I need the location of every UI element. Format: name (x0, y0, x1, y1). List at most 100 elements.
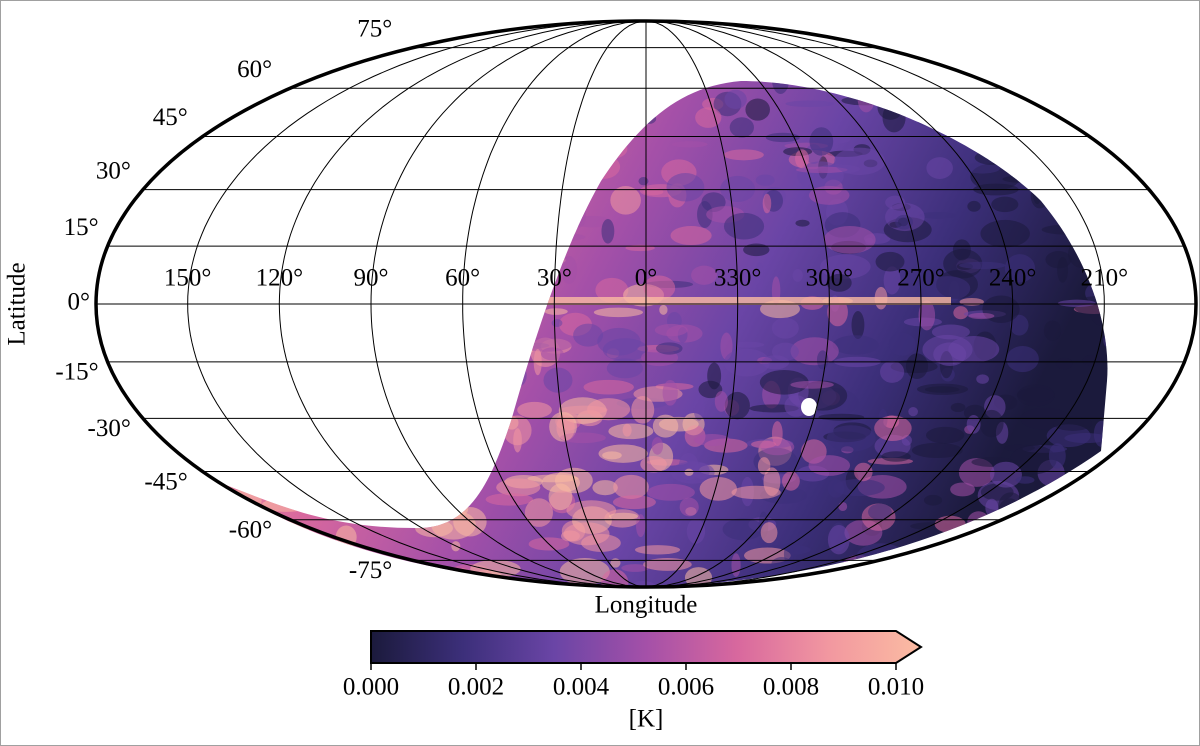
sky-patch (277, 173, 302, 180)
sky-patch (991, 196, 1019, 213)
sky-patch (1006, 345, 1039, 373)
sky-patch (1068, 560, 1080, 574)
sky-patch (592, 480, 618, 496)
sky-patch (186, 559, 225, 587)
sky-patch (880, 360, 905, 383)
sky-patch (232, 456, 272, 465)
sky-patch (972, 531, 1005, 544)
sky-patch (656, 58, 669, 73)
sky-patch (1058, 158, 1108, 186)
sky-patch (349, 360, 398, 387)
sky-patch (312, 569, 343, 587)
sky-patch (226, 451, 245, 479)
grid-line (370, 20, 647, 588)
x-tick-label: 120° (256, 265, 304, 292)
sky-patch (765, 132, 800, 143)
sky-patch (294, 95, 310, 124)
sky-patch (435, 141, 476, 162)
sky-patch (299, 302, 324, 330)
sky-patch (953, 306, 969, 320)
sky-patch (678, 452, 699, 481)
sky-patch (1103, 329, 1108, 353)
sky-patch (321, 453, 371, 478)
sky-patch (722, 518, 764, 541)
sky-patch (924, 386, 960, 393)
sky-patch (1036, 70, 1066, 77)
sky-patch (628, 102, 648, 112)
sky-patch (982, 98, 1009, 128)
sky-patch (226, 371, 254, 399)
sky-patch (281, 171, 302, 200)
sky-patch (986, 124, 1033, 148)
sky-patch (226, 362, 238, 392)
sky-patch (226, 310, 242, 336)
sky-patch (745, 98, 770, 121)
grid-line (645, 20, 922, 588)
sky-patch (1058, 84, 1074, 100)
sky-patch (646, 483, 695, 501)
sky-patch (695, 107, 722, 128)
sky-patch (382, 453, 396, 482)
sky-patch (720, 175, 756, 203)
sky-patch (934, 515, 966, 533)
sky-patch (233, 281, 242, 297)
sky-patch (226, 495, 237, 518)
sky-patch (318, 341, 370, 357)
colorbar-tick-label: 0.004 (553, 674, 610, 701)
sky-patch (655, 342, 683, 355)
sky-patch (232, 155, 250, 171)
sky-patch (918, 567, 944, 587)
x-tick-label: 210° (1081, 265, 1129, 292)
sky-patch (535, 128, 554, 143)
colorbar (370, 630, 923, 664)
x-tick-label: 270° (897, 265, 945, 292)
x-tick-label: 0° (635, 265, 658, 292)
sky-patch (226, 81, 245, 106)
sky-patch (528, 168, 542, 178)
sky-patch (1035, 51, 1054, 77)
sky-patch (334, 168, 361, 199)
sky-patch (226, 146, 253, 159)
sky-patch (450, 414, 459, 424)
sky-patch (586, 154, 621, 179)
sky-patch (473, 208, 518, 221)
sky-patch (417, 571, 447, 587)
sky-patch (964, 546, 1005, 569)
sky-patch (226, 97, 249, 106)
sky-patch (416, 440, 443, 453)
sky-patch (851, 311, 865, 340)
sky-patch (412, 398, 424, 423)
sky-patch (918, 300, 936, 331)
sky-patch (520, 337, 573, 352)
x-tick-label: 300° (806, 265, 854, 292)
x-axis-label: Longitude (595, 592, 698, 619)
sky-patch (631, 396, 655, 424)
sky-patch (751, 440, 777, 449)
sky-patch (480, 262, 489, 274)
sky-patch (445, 318, 475, 348)
sky-patch (707, 362, 722, 390)
sky-patch (226, 353, 241, 381)
sky-patch (1026, 46, 1070, 75)
sky-patch (463, 292, 489, 314)
sky-patch (472, 389, 500, 401)
sky-patch (832, 335, 879, 355)
y-tick-label: -75° (349, 557, 392, 584)
sky-patch (974, 150, 1015, 166)
sky-patch (1064, 496, 1103, 518)
sky-patch (699, 476, 737, 501)
sky-patch (568, 104, 618, 132)
colorbar-tick-label: 0.010 (868, 674, 924, 701)
sky-patch (288, 327, 303, 351)
sky-patch (982, 295, 1020, 324)
sky-patch (771, 81, 790, 95)
sky-patch (1093, 420, 1108, 448)
sky-patch (917, 114, 964, 128)
sky-patch (820, 254, 871, 279)
sky-patch (1089, 233, 1108, 244)
sky-patch (1017, 384, 1055, 407)
sky-patch (940, 540, 979, 567)
sky-patch (499, 382, 511, 397)
sky-patch (300, 120, 311, 137)
sky-patch (425, 360, 464, 379)
